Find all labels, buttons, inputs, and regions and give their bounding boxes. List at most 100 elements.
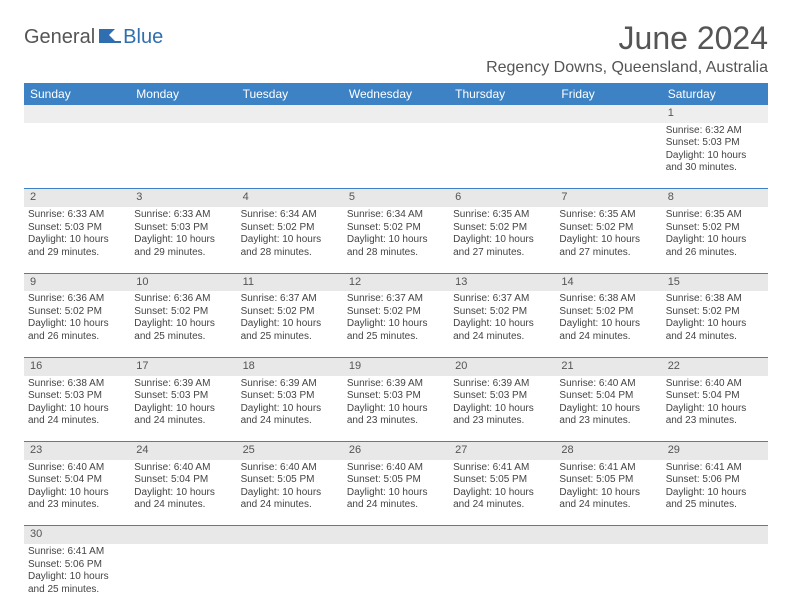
day-number: [343, 526, 449, 544]
calendar-table: Sunday Monday Tuesday Wednesday Thursday…: [24, 83, 768, 610]
daylight-text: Daylight: 10 hours and 27 minutes.: [559, 234, 657, 259]
sunset-text: Sunset: 5:05 PM: [453, 474, 551, 487]
day-cell: [555, 123, 661, 189]
sunrise-text: Sunrise: 6:39 AM: [347, 378, 445, 391]
daylight-text: Daylight: 10 hours and 24 minutes.: [134, 403, 232, 428]
sunrise-text: Sunrise: 6:38 AM: [559, 293, 657, 306]
sunset-text: Sunset: 5:05 PM: [241, 474, 339, 487]
day-content-row: Sunrise: 6:41 AMSunset: 5:06 PMDaylight:…: [24, 544, 768, 610]
weekday-header: Saturday: [662, 83, 768, 105]
sunset-text: Sunset: 5:02 PM: [666, 222, 764, 235]
day-number: 24: [130, 442, 236, 460]
daylight-text: Daylight: 10 hours and 26 minutes.: [28, 318, 126, 343]
day-cell: [343, 123, 449, 189]
day-number: 22: [662, 357, 768, 375]
day-cell: [449, 544, 555, 610]
day-cell: [662, 544, 768, 610]
day-number: 25: [237, 442, 343, 460]
daylight-text: Daylight: 10 hours and 23 minutes.: [666, 403, 764, 428]
day-number: 11: [237, 273, 343, 291]
day-number: 28: [555, 442, 661, 460]
day-cell: Sunrise: 6:37 AMSunset: 5:02 PMDaylight:…: [449, 291, 555, 357]
day-cell: Sunrise: 6:37 AMSunset: 5:02 PMDaylight:…: [237, 291, 343, 357]
daynum-row: 16171819202122: [24, 357, 768, 375]
day-cell: Sunrise: 6:41 AMSunset: 5:05 PMDaylight:…: [555, 460, 661, 526]
daylight-text: Daylight: 10 hours and 24 minutes.: [347, 487, 445, 512]
day-cell: [237, 544, 343, 610]
sunrise-text: Sunrise: 6:40 AM: [559, 378, 657, 391]
sunrise-text: Sunrise: 6:40 AM: [666, 378, 764, 391]
daylight-text: Daylight: 10 hours and 26 minutes.: [666, 234, 764, 259]
logo-text-blue: Blue: [123, 26, 163, 49]
sunset-text: Sunset: 5:02 PM: [241, 222, 339, 235]
weekday-header: Tuesday: [237, 83, 343, 105]
daynum-row: 9101112131415: [24, 273, 768, 291]
sunset-text: Sunset: 5:03 PM: [134, 222, 232, 235]
sunset-text: Sunset: 5:04 PM: [134, 474, 232, 487]
sunrise-text: Sunrise: 6:37 AM: [347, 293, 445, 306]
day-number: 6: [449, 189, 555, 207]
daynum-row: 30: [24, 526, 768, 544]
day-number: 26: [343, 442, 449, 460]
daylight-text: Daylight: 10 hours and 23 minutes.: [28, 487, 126, 512]
daylight-text: Daylight: 10 hours and 24 minutes.: [134, 487, 232, 512]
weekday-header: Monday: [130, 83, 236, 105]
day-content-row: Sunrise: 6:33 AMSunset: 5:03 PMDaylight:…: [24, 207, 768, 273]
sunrise-text: Sunrise: 6:40 AM: [241, 462, 339, 475]
sunset-text: Sunset: 5:03 PM: [241, 390, 339, 403]
sunrise-text: Sunrise: 6:35 AM: [666, 209, 764, 222]
day-cell: Sunrise: 6:32 AMSunset: 5:03 PMDaylight:…: [662, 123, 768, 189]
day-content-row: Sunrise: 6:38 AMSunset: 5:03 PMDaylight:…: [24, 376, 768, 442]
sunset-text: Sunset: 5:06 PM: [666, 474, 764, 487]
daylight-text: Daylight: 10 hours and 27 minutes.: [453, 234, 551, 259]
day-cell: Sunrise: 6:34 AMSunset: 5:02 PMDaylight:…: [237, 207, 343, 273]
sunrise-text: Sunrise: 6:36 AM: [134, 293, 232, 306]
day-cell: Sunrise: 6:39 AMSunset: 5:03 PMDaylight:…: [237, 376, 343, 442]
day-cell: Sunrise: 6:34 AMSunset: 5:02 PMDaylight:…: [343, 207, 449, 273]
daylight-text: Daylight: 10 hours and 24 minutes.: [559, 318, 657, 343]
day-number: 8: [662, 189, 768, 207]
sunset-text: Sunset: 5:02 PM: [347, 222, 445, 235]
day-content-row: Sunrise: 6:36 AMSunset: 5:02 PMDaylight:…: [24, 291, 768, 357]
daylight-text: Daylight: 10 hours and 29 minutes.: [134, 234, 232, 259]
day-number: 10: [130, 273, 236, 291]
day-content-row: Sunrise: 6:32 AMSunset: 5:03 PMDaylight:…: [24, 123, 768, 189]
day-number: 7: [555, 189, 661, 207]
day-number: 21: [555, 357, 661, 375]
sunset-text: Sunset: 5:03 PM: [134, 390, 232, 403]
sunrise-text: Sunrise: 6:39 AM: [241, 378, 339, 391]
logo-text-general: General: [24, 26, 95, 49]
day-number: 13: [449, 273, 555, 291]
day-cell: Sunrise: 6:37 AMSunset: 5:02 PMDaylight:…: [343, 291, 449, 357]
daylight-text: Daylight: 10 hours and 23 minutes.: [559, 403, 657, 428]
day-cell: [130, 123, 236, 189]
daylight-text: Daylight: 10 hours and 23 minutes.: [453, 403, 551, 428]
daylight-text: Daylight: 10 hours and 24 minutes.: [453, 487, 551, 512]
day-cell: [24, 123, 130, 189]
daylight-text: Daylight: 10 hours and 24 minutes.: [559, 487, 657, 512]
daylight-text: Daylight: 10 hours and 25 minutes.: [347, 318, 445, 343]
day-cell: Sunrise: 6:40 AMSunset: 5:05 PMDaylight:…: [237, 460, 343, 526]
sunrise-text: Sunrise: 6:39 AM: [453, 378, 551, 391]
sunset-text: Sunset: 5:03 PM: [28, 222, 126, 235]
day-cell: [130, 544, 236, 610]
day-cell: Sunrise: 6:33 AMSunset: 5:03 PMDaylight:…: [24, 207, 130, 273]
daylight-text: Daylight: 10 hours and 25 minutes.: [666, 487, 764, 512]
daylight-text: Daylight: 10 hours and 24 minutes.: [241, 487, 339, 512]
sunrise-text: Sunrise: 6:36 AM: [28, 293, 126, 306]
sunrise-text: Sunrise: 6:33 AM: [134, 209, 232, 222]
day-cell: [343, 544, 449, 610]
title-block: June 2024 Regency Downs, Queensland, Aus…: [486, 20, 768, 77]
day-content-row: Sunrise: 6:40 AMSunset: 5:04 PMDaylight:…: [24, 460, 768, 526]
day-number: 17: [130, 357, 236, 375]
day-cell: Sunrise: 6:38 AMSunset: 5:03 PMDaylight:…: [24, 376, 130, 442]
day-cell: Sunrise: 6:38 AMSunset: 5:02 PMDaylight:…: [555, 291, 661, 357]
sunset-text: Sunset: 5:06 PM: [28, 559, 126, 572]
day-number: 30: [24, 526, 130, 544]
sunrise-text: Sunrise: 6:40 AM: [134, 462, 232, 475]
day-cell: [449, 123, 555, 189]
sunrise-text: Sunrise: 6:41 AM: [666, 462, 764, 475]
sunrise-text: Sunrise: 6:41 AM: [559, 462, 657, 475]
sunset-text: Sunset: 5:02 PM: [453, 222, 551, 235]
sunrise-text: Sunrise: 6:32 AM: [666, 125, 764, 138]
